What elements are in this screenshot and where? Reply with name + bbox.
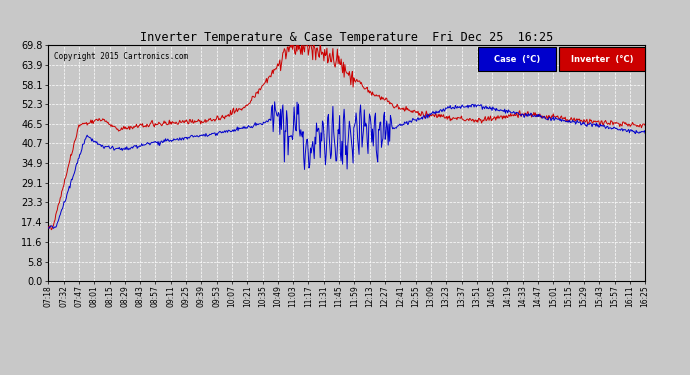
FancyBboxPatch shape bbox=[559, 47, 645, 71]
Text: Inverter  (°C): Inverter (°C) bbox=[571, 55, 633, 64]
FancyBboxPatch shape bbox=[478, 47, 555, 71]
Text: Case  (°C): Case (°C) bbox=[494, 55, 540, 64]
Title: Inverter Temperature & Case Temperature  Fri Dec 25  16:25: Inverter Temperature & Case Temperature … bbox=[140, 31, 553, 44]
Text: Copyright 2015 Cartronics.com: Copyright 2015 Cartronics.com bbox=[55, 52, 188, 61]
